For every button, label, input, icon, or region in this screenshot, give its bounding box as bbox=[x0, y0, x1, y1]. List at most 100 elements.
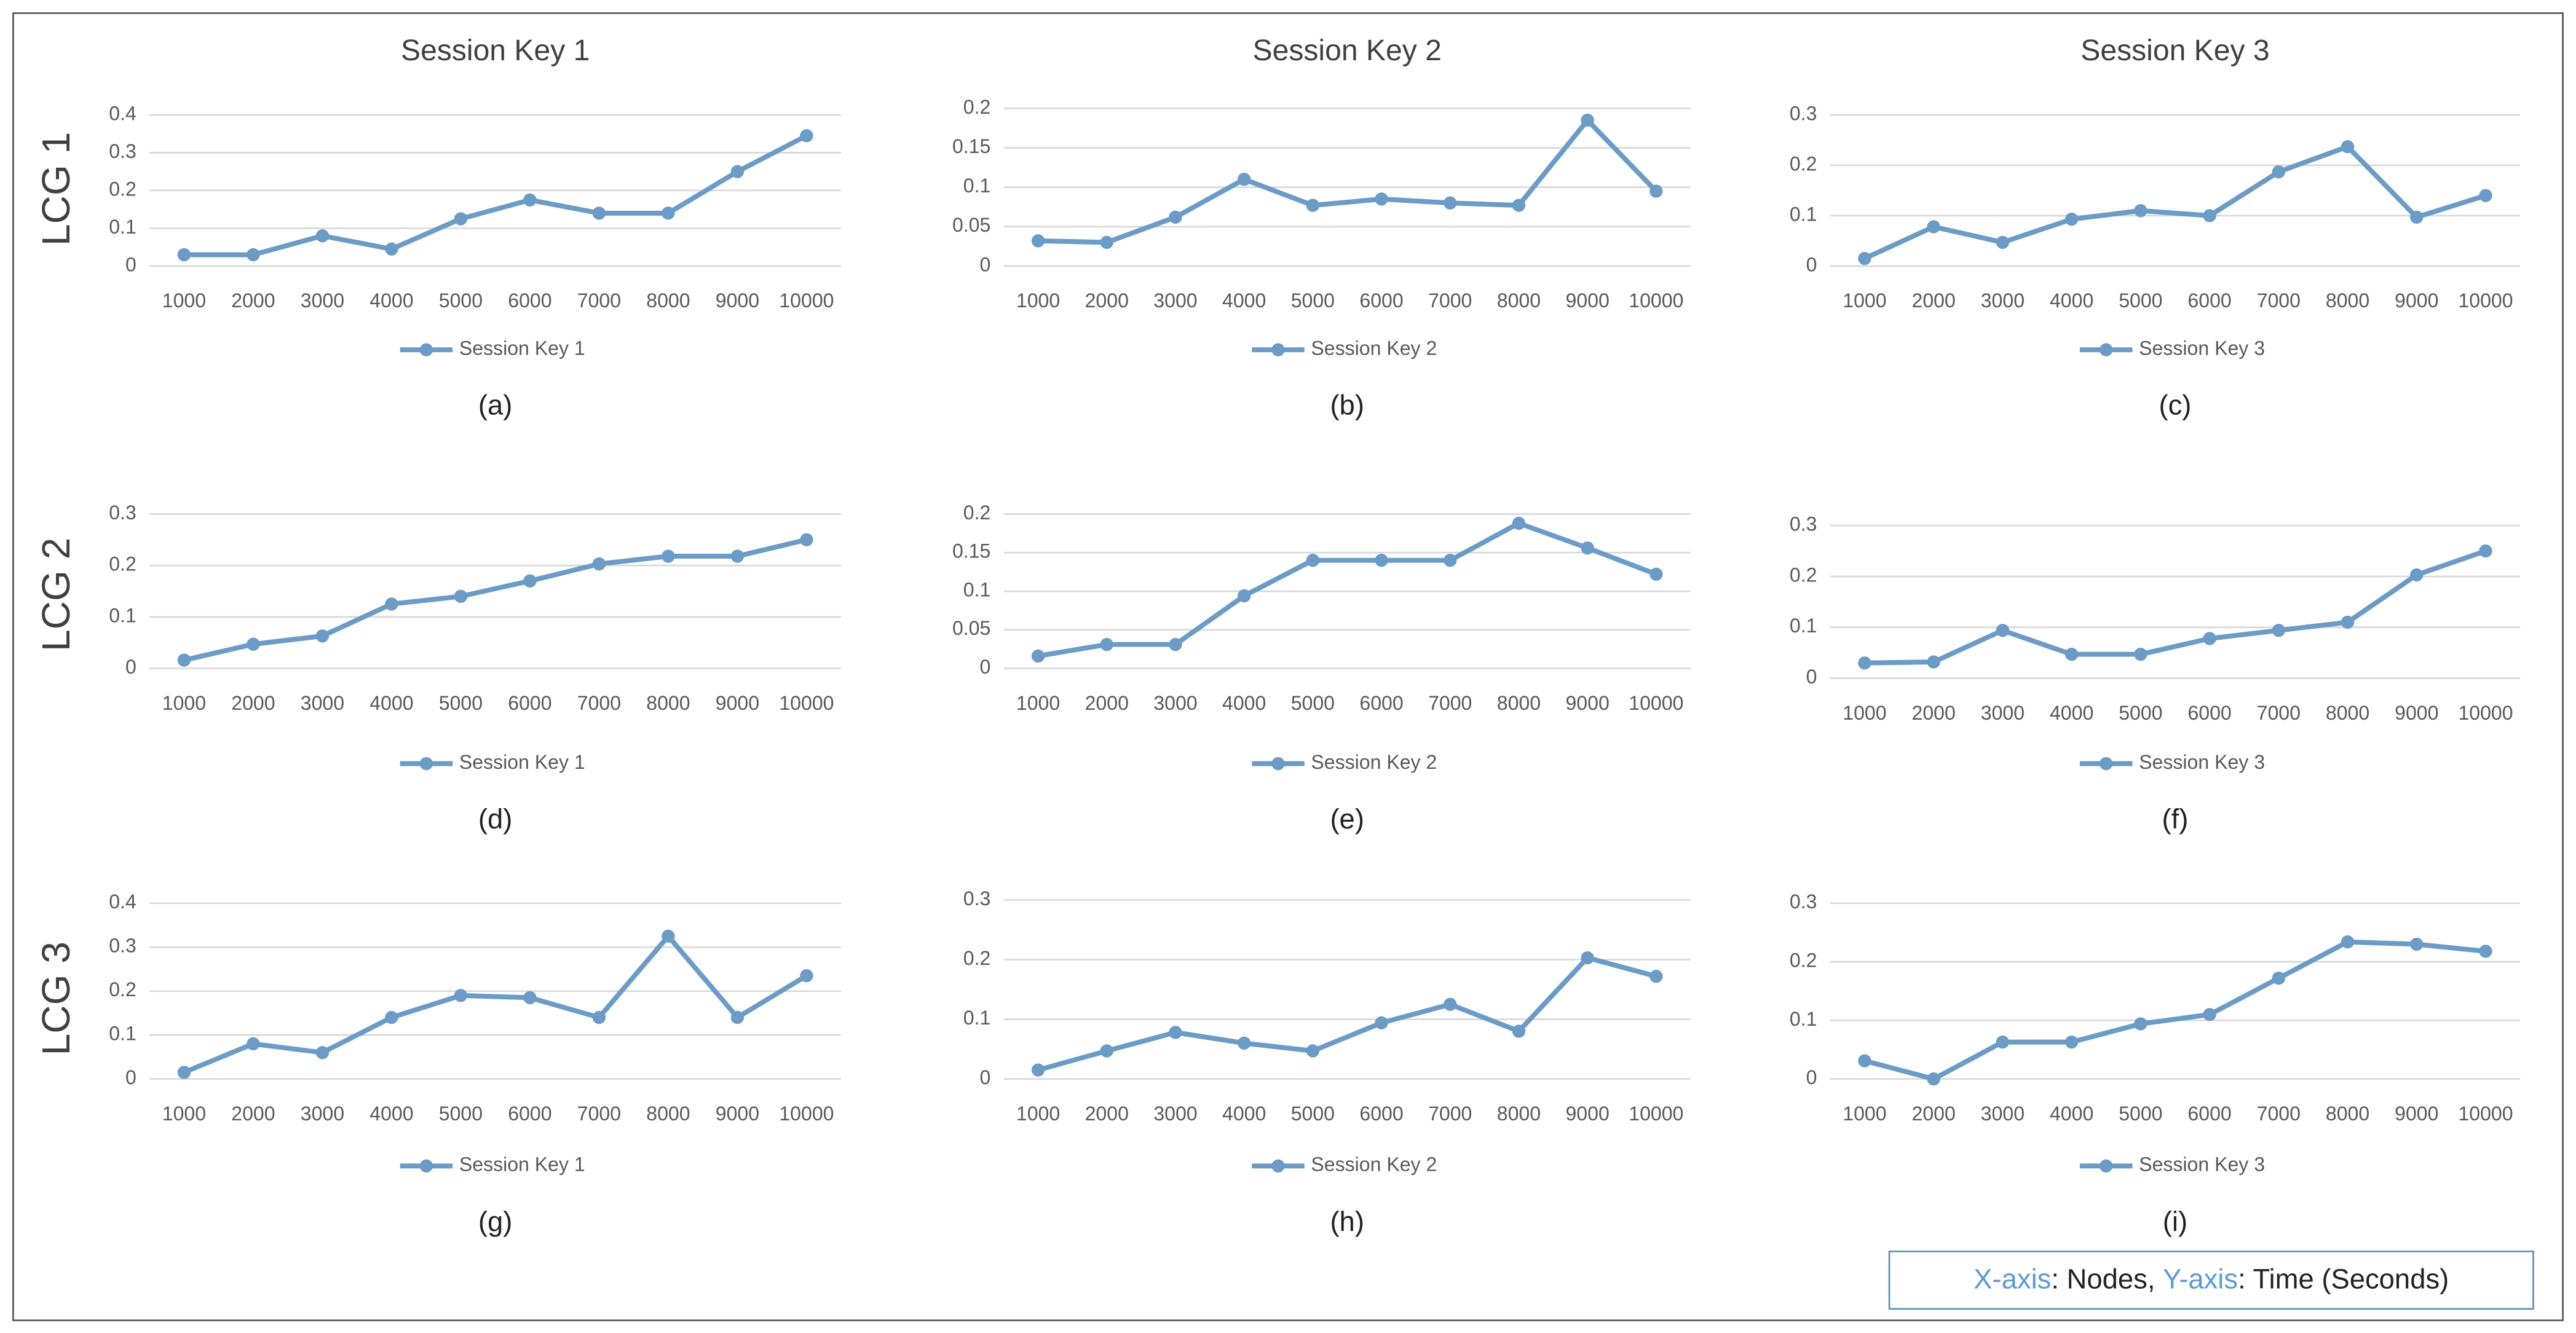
x-tick-label: 2000 bbox=[231, 1103, 275, 1125]
series-line bbox=[1037, 521, 1657, 659]
x-tick-label: 8000 bbox=[1497, 1103, 1541, 1125]
caption: (c) bbox=[2159, 390, 2191, 421]
x-tick-label: 7000 bbox=[577, 289, 621, 312]
chart-title: Session Key 2 bbox=[1253, 34, 1442, 67]
x-tick-label: 3000 bbox=[301, 692, 344, 714]
x-tick-label: 4000 bbox=[2050, 702, 2093, 724]
x-tick-label: 5000 bbox=[1291, 289, 1335, 312]
data-point bbox=[1650, 184, 1663, 198]
x-tick-label: 4000 bbox=[369, 289, 413, 312]
data-point bbox=[2272, 624, 2286, 637]
data-point bbox=[1031, 1063, 1045, 1077]
data-point bbox=[1031, 649, 1045, 663]
x-tick-label: 5000 bbox=[439, 692, 483, 714]
data-point bbox=[1512, 516, 1526, 530]
x-tick-label: 2000 bbox=[1085, 1103, 1129, 1125]
data-point bbox=[1581, 113, 1594, 127]
caption: (e) bbox=[1330, 803, 1364, 835]
data-point bbox=[1581, 541, 1594, 555]
legend-marker bbox=[419, 343, 433, 356]
y-tick-label: 0.2 bbox=[963, 501, 991, 524]
y-tick-label: 0.3 bbox=[109, 501, 136, 524]
y-tick-label: 0.2 bbox=[1790, 152, 1817, 175]
data-point bbox=[1996, 1035, 2010, 1049]
data-point bbox=[247, 637, 260, 651]
x-tick-label: 10000 bbox=[779, 289, 834, 312]
y-tick-label: 0.15 bbox=[952, 135, 990, 157]
series-line bbox=[1863, 144, 2487, 261]
x-tick-label: 8000 bbox=[646, 1103, 690, 1125]
data-point bbox=[800, 129, 813, 143]
y-tick-label: 0 bbox=[125, 253, 136, 275]
data-point bbox=[1444, 997, 1457, 1011]
legend-marker bbox=[419, 1159, 433, 1173]
x-tick-label: 5000 bbox=[1291, 1103, 1335, 1125]
x-tick-label: 7000 bbox=[577, 1103, 621, 1125]
y-tick-label: 0.2 bbox=[963, 96, 991, 118]
legend-label: Session Key 3 bbox=[2139, 751, 2265, 773]
x-tick-label: 2000 bbox=[231, 289, 275, 312]
data-point bbox=[1927, 655, 1940, 669]
x-tick-label: 1000 bbox=[1016, 1103, 1060, 1125]
data-point bbox=[385, 242, 398, 256]
y-tick-label: 0 bbox=[1806, 666, 1817, 688]
y-tick-label: 0.2 bbox=[109, 978, 136, 1001]
x-tick-label: 1000 bbox=[1843, 702, 1886, 724]
caption: (f) bbox=[2162, 803, 2189, 835]
x-tick-label: 9000 bbox=[1565, 692, 1609, 714]
note-x-axis: X-axis bbox=[1973, 1263, 2051, 1294]
data-point bbox=[315, 1046, 330, 1060]
x-tick-label: 8000 bbox=[1497, 692, 1541, 714]
y-tick-label: 0.3 bbox=[1790, 103, 1817, 125]
y-tick-label: 0 bbox=[1806, 253, 1817, 275]
data-point bbox=[1927, 1072, 1940, 1086]
data-point bbox=[523, 193, 537, 207]
y-tick-label: 0 bbox=[980, 656, 991, 678]
data-point bbox=[662, 206, 675, 220]
x-tick-label: 6000 bbox=[508, 289, 551, 312]
x-tick-label: 9000 bbox=[2395, 1103, 2438, 1125]
x-tick-label: 4000 bbox=[369, 1103, 413, 1125]
x-tick-label: 9000 bbox=[716, 692, 759, 714]
data-point bbox=[2341, 615, 2355, 629]
legend-label: Session Key 3 bbox=[2139, 1154, 2265, 1176]
x-tick-label: 3000 bbox=[301, 1103, 344, 1125]
data-point bbox=[1169, 210, 1182, 224]
y-tick-label: 0.2 bbox=[963, 947, 991, 969]
x-tick-label: 5000 bbox=[439, 289, 483, 312]
data-point bbox=[523, 574, 537, 588]
data-point bbox=[730, 165, 745, 178]
y-tick-label: 0.15 bbox=[952, 540, 990, 562]
x-tick-label: 1000 bbox=[162, 289, 206, 312]
y-tick-label: 0.4 bbox=[109, 103, 136, 125]
x-tick-label: 6000 bbox=[1359, 289, 1403, 312]
series-line bbox=[184, 133, 808, 258]
series-line bbox=[1864, 548, 2487, 666]
x-tick-label: 9000 bbox=[716, 289, 759, 312]
caption: (g) bbox=[478, 1206, 513, 1237]
y-tick-label: 0.2 bbox=[1790, 564, 1817, 586]
x-tick-label: 6000 bbox=[1359, 1103, 1403, 1125]
data-point bbox=[1169, 637, 1182, 651]
x-tick-label: 9000 bbox=[716, 1103, 759, 1125]
legend-marker bbox=[1271, 1159, 1285, 1173]
data-point bbox=[177, 1066, 191, 1079]
series-line bbox=[1863, 939, 2486, 1082]
series-line bbox=[183, 934, 808, 1075]
series-line bbox=[183, 537, 807, 663]
data-point bbox=[1650, 567, 1663, 581]
x-tick-label: 9000 bbox=[2395, 289, 2438, 312]
x-tick-label: 10000 bbox=[779, 692, 834, 714]
data-point bbox=[2479, 544, 2492, 558]
y-tick-label: 0.1 bbox=[963, 1007, 991, 1029]
data-point bbox=[2272, 971, 2286, 985]
x-tick-label: 7000 bbox=[2257, 702, 2301, 724]
data-point bbox=[1927, 220, 1940, 234]
x-tick-label: 7000 bbox=[2257, 1103, 2301, 1125]
data-point bbox=[1858, 251, 1871, 265]
data-point bbox=[454, 212, 468, 226]
x-tick-label: 6000 bbox=[508, 692, 551, 714]
y-tick-label: 0.1 bbox=[963, 578, 991, 600]
data-point bbox=[1375, 554, 1388, 567]
